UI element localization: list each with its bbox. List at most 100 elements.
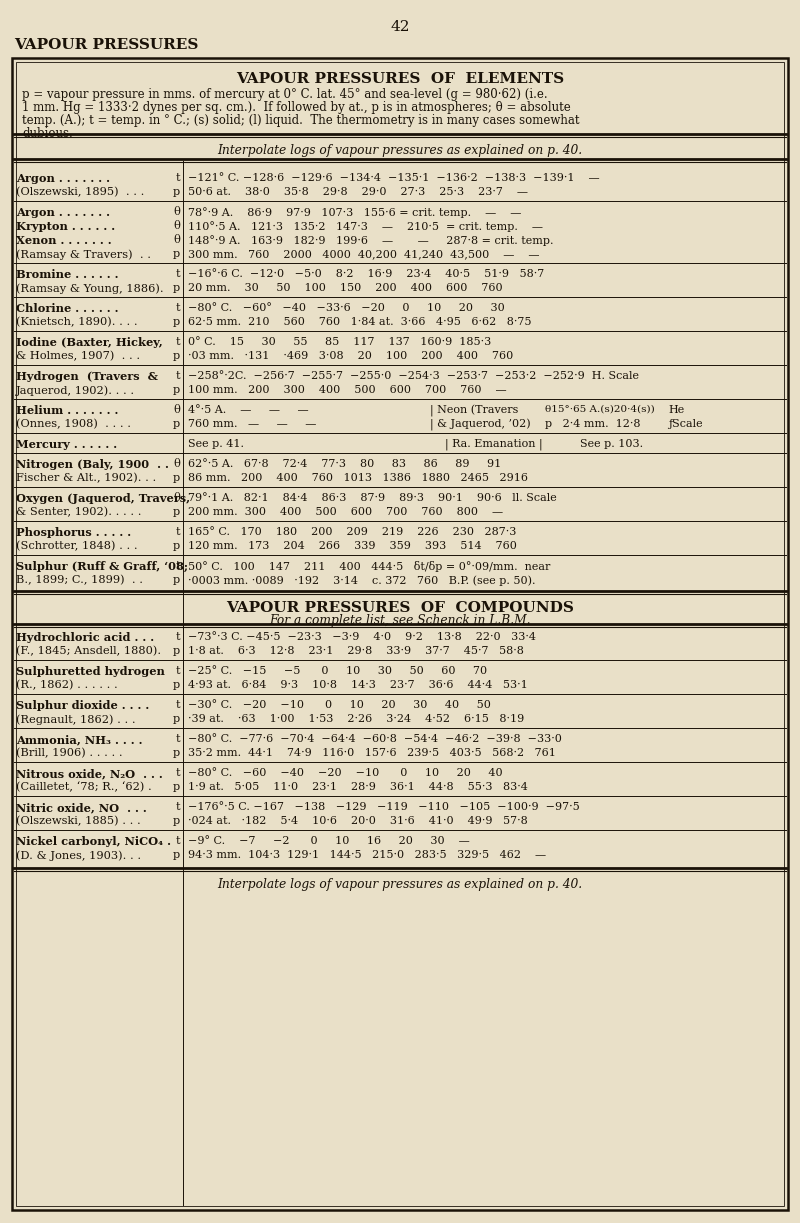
Text: Argon . . . . . . .: Argon . . . . . . .: [16, 172, 110, 183]
Text: | & Jaquerod, ’02): | & Jaquerod, ’02): [430, 419, 530, 430]
Text: p: p: [173, 249, 180, 259]
Text: 120 mm.   173    204    266    339    359    393    514    760: 120 mm. 173 204 266 339 359 393 514 760: [188, 541, 517, 552]
Text: p   2·4 mm.  12·8: p 2·4 mm. 12·8: [545, 419, 641, 429]
Text: t: t: [175, 734, 180, 744]
Text: t: t: [175, 527, 180, 537]
Text: VAPOUR PRESSURES  OF  COMPOUNDS: VAPOUR PRESSURES OF COMPOUNDS: [226, 600, 574, 615]
Text: p: p: [173, 508, 180, 517]
Text: (Knietsch, 1890). . . .: (Knietsch, 1890). . . .: [16, 317, 138, 328]
Text: Xenon . . . . . . .: Xenon . . . . . . .: [16, 235, 112, 246]
Text: 62°·5 A.   67·8    72·4    77·3    80     83     86     89     91: 62°·5 A. 67·8 72·4 77·3 80 83 86 89 91: [188, 459, 502, 468]
Text: θ: θ: [173, 493, 180, 503]
Text: 110°·5 A.   121·3   135·2   147·3    —    210·5  = crit. temp.    —: 110°·5 A. 121·3 135·2 147·3 — 210·5 = cr…: [188, 221, 543, 232]
Text: ·024 at.   ·182    5·4    10·6    20·0    31·6    41·0    49·9   57·8: ·024 at. ·182 5·4 10·6 20·0 31·6 41·0 49…: [188, 816, 528, 826]
Text: 35·2 mm.  44·1    74·9   116·0   157·6   239·5   403·5   568·2   761: 35·2 mm. 44·1 74·9 116·0 157·6 239·5 403…: [188, 748, 556, 758]
Text: Nickel carbonyl, NiCO₄ .: Nickel carbonyl, NiCO₄ .: [16, 837, 171, 848]
Text: 94·3 mm.  104·3  129·1   144·5   215·0   283·5   329·5   462    —: 94·3 mm. 104·3 129·1 144·5 215·0 283·5 3…: [188, 850, 546, 860]
Text: B., 1899; C., 1899)  . .: B., 1899; C., 1899) . .: [16, 575, 143, 586]
Text: −80° C.  −77·6  −70·4  −64·4  −60·8  −54·4  −46·2  −39·8  −33·0: −80° C. −77·6 −70·4 −64·4 −60·8 −54·4 −4…: [188, 734, 562, 744]
Text: 165° C.   170    180    200    209    219    226    230   287·3: 165° C. 170 180 200 209 219 226 230 287·…: [188, 527, 516, 537]
Text: 148°·9 A.   163·9   182·9   199·6    —       —     287·8 = crit. temp.: 148°·9 A. 163·9 182·9 199·6 — — 287·8 = …: [188, 235, 554, 246]
Text: p: p: [173, 680, 180, 690]
Text: t: t: [175, 667, 180, 676]
Text: Chlorine . . . . . .: Chlorine . . . . . .: [16, 303, 118, 314]
Text: 50° C.   100    147    211    400   444·5   δt/δp = 0°·09/mm.  near: 50° C. 100 147 211 400 444·5 δt/δp = 0°·…: [188, 561, 550, 572]
Text: Iodine (Baxter, Hickey,: Iodine (Baxter, Hickey,: [16, 338, 162, 349]
Text: p: p: [173, 283, 180, 294]
Text: t: t: [175, 172, 180, 183]
Text: t: t: [175, 768, 180, 778]
Text: Sulphur (Ruff & Graff, ‘08;: Sulphur (Ruff & Graff, ‘08;: [16, 561, 188, 572]
Text: Sulphuretted hydrogen: Sulphuretted hydrogen: [16, 667, 165, 678]
Text: p: p: [173, 816, 180, 826]
Text: 200 mm.  300    400    500    600    700    760    800    —: 200 mm. 300 400 500 600 700 760 800 —: [188, 508, 503, 517]
Text: & Holmes, 1907)  . . .: & Holmes, 1907) . . .: [16, 351, 140, 361]
Text: t: t: [175, 561, 180, 571]
Text: 1·8 at.    6·3    12·8    23·1    29·8    33·9    37·7    45·7   58·8: 1·8 at. 6·3 12·8 23·1 29·8 33·9 37·7 45·…: [188, 646, 524, 656]
Text: (Cailletet, ‘78; R., ‘62) .: (Cailletet, ‘78; R., ‘62) .: [16, 781, 152, 793]
Text: p: p: [173, 575, 180, 585]
Text: (Brill, 1906) . . . . .: (Brill, 1906) . . . . .: [16, 748, 122, 758]
Text: Argon . . . . . . .: Argon . . . . . . .: [16, 207, 110, 218]
Text: −30° C.   −20    −10      0     10     20     30     40     50: −30° C. −20 −10 0 10 20 30 40 50: [188, 700, 491, 711]
Text: Nitrous oxide, N₂O  . . .: Nitrous oxide, N₂O . . .: [16, 768, 162, 779]
Text: t: t: [175, 802, 180, 812]
Text: ·39 at.    ·63    1·00    1·53    2·26    3·24    4·52    6·15   8·19: ·39 at. ·63 1·00 1·53 2·26 3·24 4·52 6·1…: [188, 714, 524, 724]
Text: Ammonia, NH₃ . . . .: Ammonia, NH₃ . . . .: [16, 734, 142, 745]
Text: & Senter, 1902). . . . .: & Senter, 1902). . . . .: [16, 508, 142, 517]
Text: 0° C.    15     30     55     85    117    137   160·9  185·3: 0° C. 15 30 55 85 117 137 160·9 185·3: [188, 338, 491, 347]
Text: For a complete list, see Schenck in L.B.M.: For a complete list, see Schenck in L.B.…: [270, 614, 530, 627]
Text: He: He: [668, 405, 684, 415]
Text: t: t: [175, 837, 180, 846]
Text: −25° C.   −15     −5      0     10     30     50     60     70: −25° C. −15 −5 0 10 30 50 60 70: [188, 667, 487, 676]
Text: 4°·5 A.    —     —     —: 4°·5 A. — — —: [188, 405, 309, 415]
Text: 100 mm.   200    300    400    500    600    700    760    —: 100 mm. 200 300 400 500 600 700 760 —: [188, 385, 506, 395]
Text: 20 mm.    30     50    100    150    200    400    600    760: 20 mm. 30 50 100 150 200 400 600 760: [188, 283, 502, 294]
Text: (Onnes, 1908)  . . . .: (Onnes, 1908) . . . .: [16, 419, 131, 429]
Text: t: t: [175, 303, 180, 313]
Text: p: p: [173, 419, 180, 429]
Text: 79°·1 A.   82·1    84·4    86·3    87·9    89·3    90·1    90·6   ll. Scale: 79°·1 A. 82·1 84·4 86·3 87·9 89·3 90·1 9…: [188, 493, 557, 503]
Text: 50·6 at.    38·0    35·8    29·8    29·0    27·3    25·3    23·7    —: 50·6 at. 38·0 35·8 29·8 29·0 27·3 25·3 2…: [188, 187, 528, 197]
Text: p: p: [173, 385, 180, 395]
Text: −80° C.   −60    −40    −20    −10      0     10     20     40: −80° C. −60 −40 −20 −10 0 10 20 40: [188, 768, 502, 778]
Text: 62·5 mm.  210    560    760   1·84 at.  3·66   4·95   6·62   8·75: 62·5 mm. 210 560 760 1·84 at. 3·66 4·95 …: [188, 317, 531, 327]
Text: Mercury . . . . . .: Mercury . . . . . .: [16, 439, 117, 450]
Text: ·0003 mm. ·0089   ·192    3·14    c. 372   760   B.P. (see p. 50).: ·0003 mm. ·0089 ·192 3·14 c. 372 760 B.P…: [188, 575, 535, 586]
Text: (R., 1862) . . . . . .: (R., 1862) . . . . . .: [16, 680, 118, 690]
Text: ƒScale: ƒScale: [668, 419, 702, 429]
Text: 1·9 at.   5·05    11·0    23·1    28·9    36·1    44·8    55·3   83·4: 1·9 at. 5·05 11·0 23·1 28·9 36·1 44·8 55…: [188, 781, 528, 793]
Text: (Ramsay & Young, 1886).: (Ramsay & Young, 1886).: [16, 283, 164, 294]
Text: −9° C.    −7     −2      0     10     16     20     30    —: −9° C. −7 −2 0 10 16 20 30 —: [188, 837, 470, 846]
Text: Krypton . . . . . .: Krypton . . . . . .: [16, 221, 115, 232]
Text: −121° C. −128·6  −129·6  −134·4  −135·1  −136·2  −138·3  −139·1    —: −121° C. −128·6 −129·6 −134·4 −135·1 −13…: [188, 172, 600, 183]
Text: t: t: [175, 269, 180, 279]
Text: Interpolate logs of vapour pressures as explained on p. 40.: Interpolate logs of vapour pressures as …: [218, 878, 582, 892]
Text: p: p: [173, 541, 180, 552]
Text: 78°·9 A.    86·9    97·9   107·3   155·6 = crit. temp.    —    —: 78°·9 A. 86·9 97·9 107·3 155·6 = crit. t…: [188, 207, 522, 218]
Text: −16°·6 C.  −12·0   −5·0    8·2    16·9    23·4    40·5    51·9   58·7: −16°·6 C. −12·0 −5·0 8·2 16·9 23·4 40·5 …: [188, 269, 544, 279]
Text: θ15°·65 A.(s)20·4(s)): θ15°·65 A.(s)20·4(s)): [545, 405, 654, 415]
Text: −176°·5 C. −167   −138   −129   −119   −110   −105  −100·9  −97·5: −176°·5 C. −167 −138 −129 −119 −110 −105…: [188, 802, 580, 812]
Text: t: t: [175, 632, 180, 642]
Text: 86 mm.   200    400    760   1013   1386   1880   2465   2916: 86 mm. 200 400 760 1013 1386 1880 2465 2…: [188, 473, 528, 483]
Text: See p. 103.: See p. 103.: [580, 439, 643, 449]
Text: Interpolate logs of vapour pressures as explained on p. 40.: Interpolate logs of vapour pressures as …: [218, 144, 582, 157]
Text: VAPOUR PRESSURES  OF  ELEMENTS: VAPOUR PRESSURES OF ELEMENTS: [236, 72, 564, 86]
Text: p: p: [173, 781, 180, 793]
Text: (F., 1845; Ansdell, 1880).: (F., 1845; Ansdell, 1880).: [16, 646, 161, 657]
Text: t: t: [175, 338, 180, 347]
Text: (Schrotter, 1848) . . .: (Schrotter, 1848) . . .: [16, 541, 138, 552]
Text: p: p: [173, 317, 180, 327]
Text: t: t: [175, 700, 180, 711]
Text: (D. & Jones, 1903). . .: (D. & Jones, 1903). . .: [16, 850, 141, 861]
Text: θ: θ: [173, 405, 180, 415]
Text: | Neon (Travers: | Neon (Travers: [430, 405, 518, 417]
Text: θ: θ: [173, 221, 180, 231]
Text: (Ramsay & Travers)  . .: (Ramsay & Travers) . .: [16, 249, 151, 259]
Text: Sulphur dioxide . . . .: Sulphur dioxide . . . .: [16, 700, 150, 711]
Text: θ: θ: [173, 459, 180, 468]
Text: VAPOUR PRESSURES: VAPOUR PRESSURES: [14, 38, 198, 53]
Text: Bromine . . . . . .: Bromine . . . . . .: [16, 269, 118, 280]
Text: p: p: [173, 748, 180, 758]
